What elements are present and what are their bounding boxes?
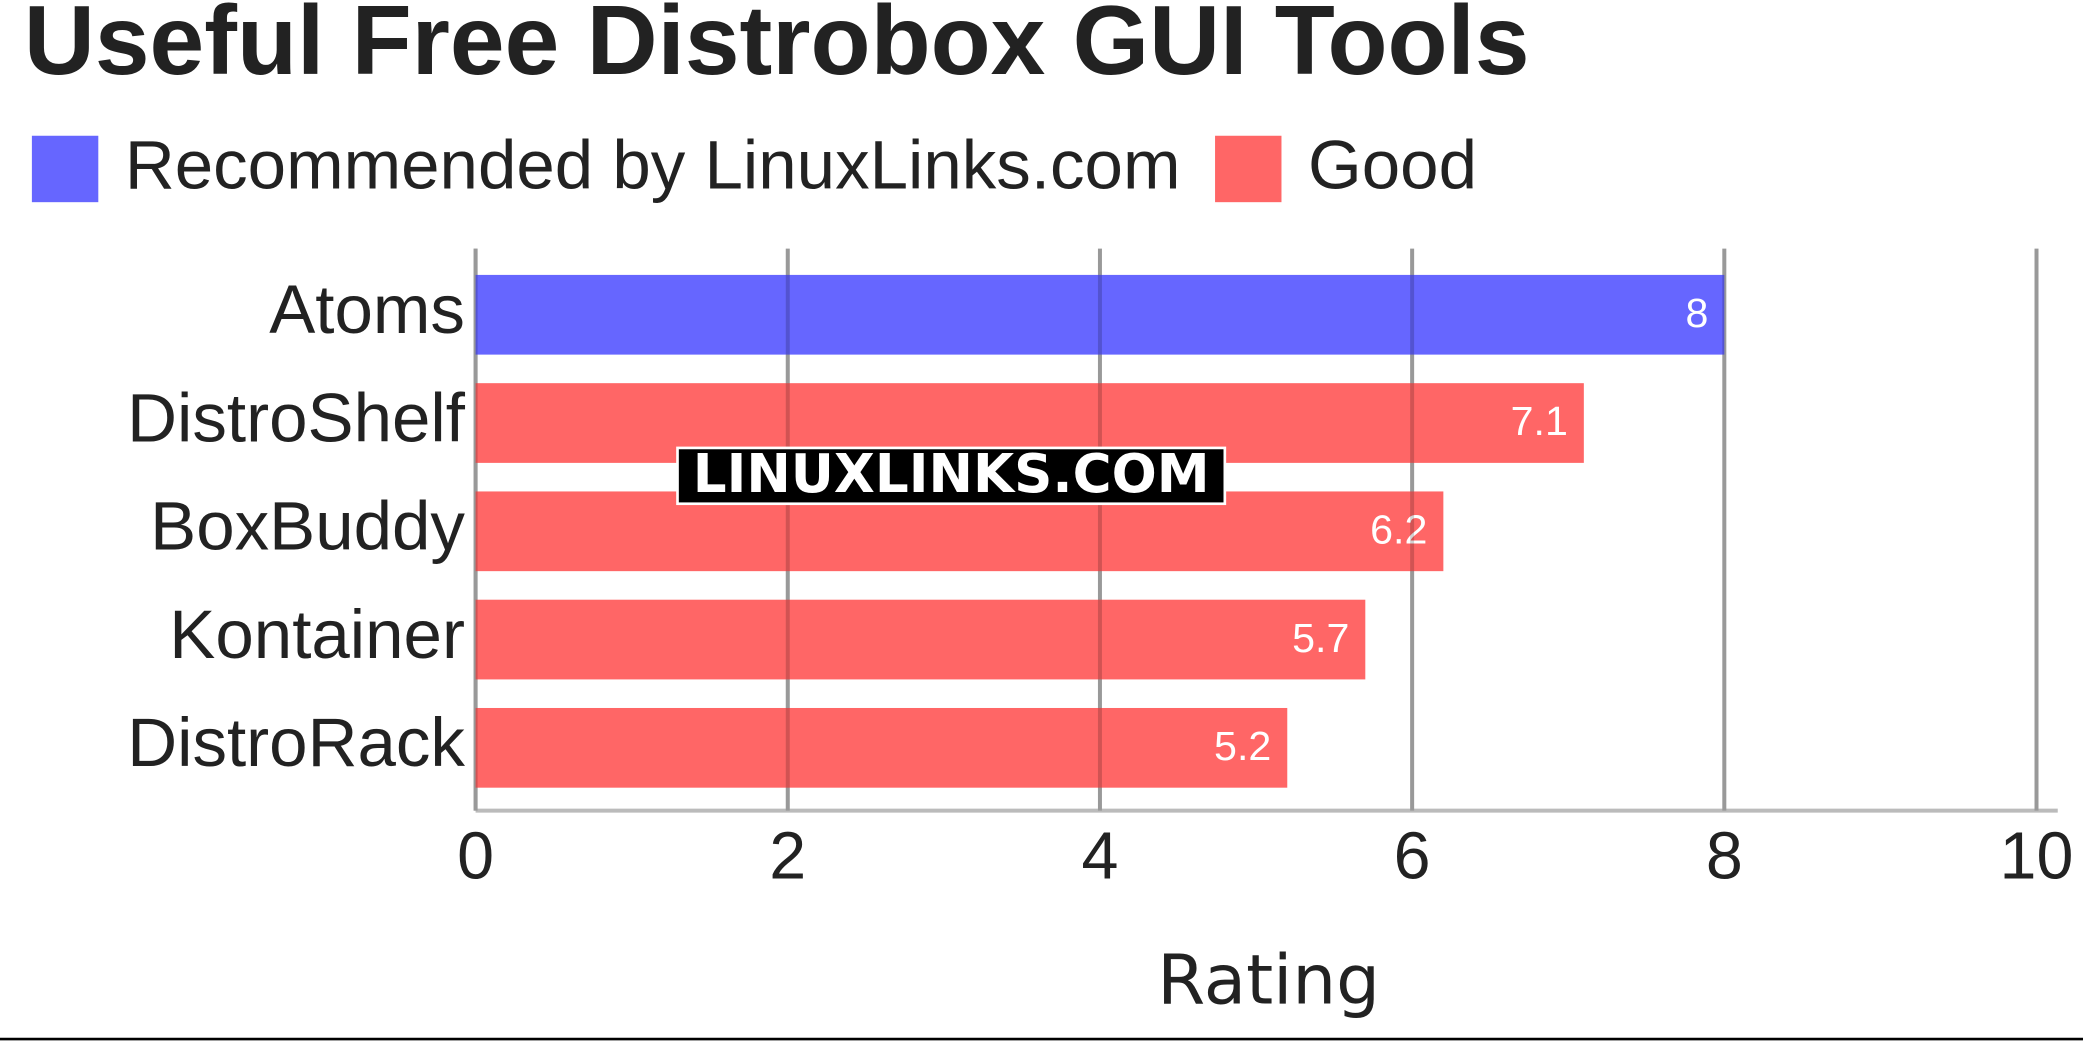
value-label: 7.1 — [1511, 398, 1568, 444]
legend-label: Recommended by LinuxLinks.com — [125, 126, 1181, 204]
x-axis-label: Rating — [1157, 941, 1380, 1021]
value-label: 5.7 — [1292, 615, 1349, 661]
y-tick-label: Kontainer — [169, 595, 465, 673]
x-tick-label: 6 — [1394, 820, 1431, 894]
y-tick-label: DistroShelf — [127, 378, 466, 456]
chart-title: Useful Free Distrobox GUI Tools — [24, 0, 1530, 95]
legend-swatch — [31, 135, 99, 203]
value-label: 5.2 — [1214, 723, 1271, 769]
x-tick-label: 8 — [1706, 820, 1743, 894]
y-tick-label: DistroRack — [127, 703, 465, 781]
bar — [475, 599, 1366, 680]
legend-label: Good — [1308, 126, 1477, 204]
x-tick-label: 10 — [2000, 820, 2074, 894]
value-label: 8 — [1685, 290, 1708, 336]
bar — [475, 707, 1288, 788]
value-label: 6.2 — [1370, 506, 1427, 552]
legend-swatch — [1215, 135, 1282, 203]
bar — [475, 274, 1725, 355]
watermark-box — [676, 446, 1227, 506]
watermark-text: LINUXLINKS.COM — [693, 443, 1210, 505]
x-tick-label: 0 — [457, 820, 494, 894]
y-tick-label: Atoms — [269, 270, 465, 348]
x-tick-label: 4 — [1081, 820, 1118, 894]
watermark: LINUXLINKS.COM — [676, 443, 1227, 506]
x-tick-label: 2 — [769, 820, 806, 894]
y-tick-label: BoxBuddy — [150, 487, 465, 565]
